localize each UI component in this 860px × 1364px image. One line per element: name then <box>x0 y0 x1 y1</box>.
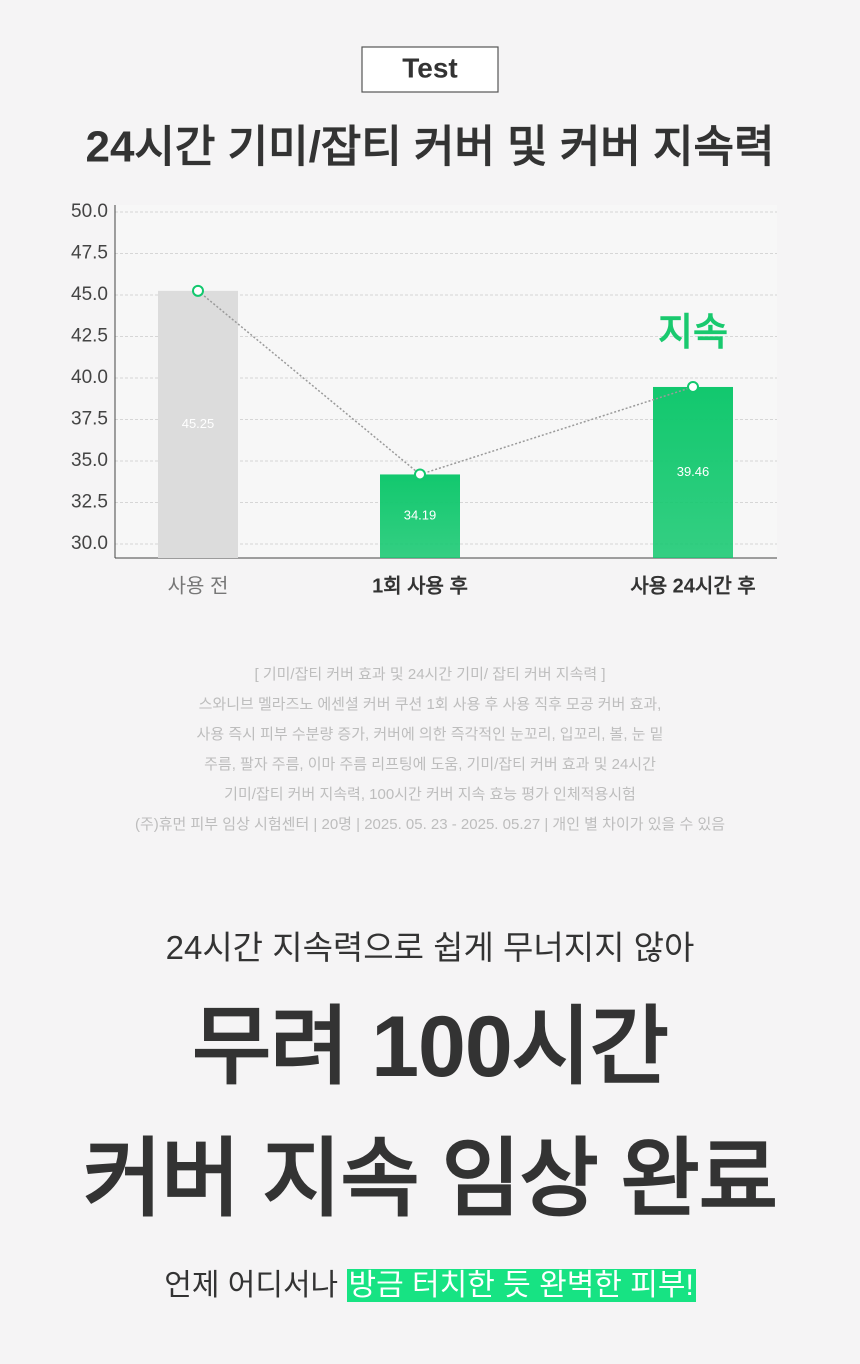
footer-highlight: 방금 터치한 듯 완벽한 피부! <box>346 1269 696 1302</box>
footer-text: 언제 어디서나 <box>164 1269 347 1302</box>
badge-box <box>361 46 499 93</box>
note: [ 기미/잡티 커버 효과 및 24시간 기미/ 잡티 커버 지속력 ] 스와니브… <box>0 660 860 840</box>
y-tick-label: 37.5 <box>71 409 108 430</box>
y-tick-label: 40.0 <box>71 367 108 388</box>
value-label: 39.46 <box>677 464 710 479</box>
headline-line: 무려 100시간 <box>192 999 669 1095</box>
y-tick-label: 35.0 <box>71 450 108 471</box>
note-line: 스와니브 멜라즈노 에센셜 커버 쿠션 1회 사용 후 사용 직후 모공 커버 … <box>198 696 662 713</box>
y-tick-label: 50.0 <box>71 201 108 222</box>
marker <box>414 468 426 481</box>
y-tick-label: 42.5 <box>71 326 108 347</box>
annotation: 지속 <box>658 312 728 354</box>
chart: Test 24시간 기미/잡티 커버 및 커버 지속력 30.0 32.5 35.0… <box>71 46 777 597</box>
note-line: 사용 즉시 피부 수분량 증가, 커버에 의한 즉각적인 눈꼬리, 입꼬리, 볼… <box>196 726 664 743</box>
footer: 언제 어디서나 방금 터치한 듯 완벽한 피부! <box>0 1266 860 1306</box>
note-line: (주)휴먼 피부 임상 시험센터 | 20명 | 2025. 05. 23 - … <box>134 816 726 833</box>
bar <box>653 386 733 558</box>
bar <box>158 290 238 558</box>
value-label: 45.25 <box>182 416 215 431</box>
badge: Test <box>402 52 458 83</box>
note-line: 주름, 팔자 주름, 이마 주름 리프팅에 도움, 기미/잡티 커버 효과 및 … <box>204 756 656 773</box>
x-tick-label: 사용 전 <box>168 574 229 597</box>
chart-title: 24시간 기미/잡티 커버 및 커버 지속력 <box>85 123 774 172</box>
subtitle: 24시간 지속력으로 쉽게 무너지지 않아 <box>165 929 695 966</box>
x-tick-label: 1회 사용 후 <box>372 574 468 597</box>
x-tick-label: 사용 24시간 후 <box>630 574 755 597</box>
marker <box>192 284 204 297</box>
value-label: 34.19 <box>404 508 437 523</box>
y-tick-label: 47.5 <box>71 243 108 264</box>
note-line: [ 기미/잡티 커버 효과 및 24시간 기미/ 잡티 커버 지속력 ] <box>254 666 606 683</box>
y-tick-label: 45.0 <box>71 284 108 305</box>
y-tick-label: 32.5 <box>71 492 108 513</box>
note-line: 기미/잡티 커버 지속력, 100시간 커버 지속 효능 평가 인체적용시험 <box>224 786 636 803</box>
headline-line: 커버 지속 임상 완료 <box>83 1131 778 1227</box>
y-tick-label: 30.0 <box>71 533 108 554</box>
bar <box>380 474 460 558</box>
marker <box>687 380 699 393</box>
